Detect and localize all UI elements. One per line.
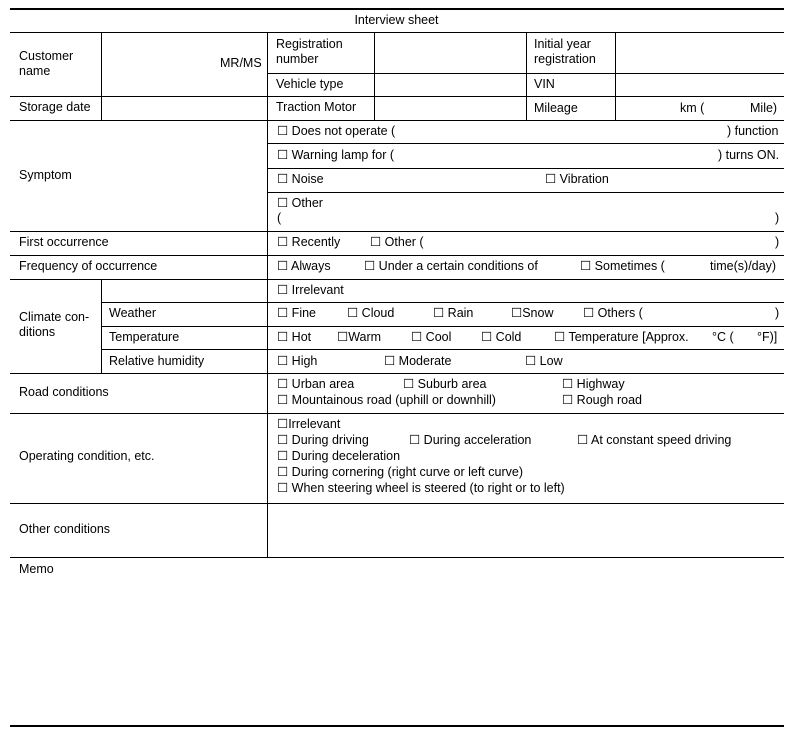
- close-paren: ): [775, 211, 780, 225]
- hot-checkbox[interactable]: ☐ Hot: [277, 330, 312, 344]
- warm-checkbox[interactable]: ☐Warm: [337, 330, 382, 344]
- others-weather-checkbox[interactable]: ☐ Others (: [583, 306, 643, 320]
- temperature-approx-checkbox[interactable]: ☐ Temperature [Approx.: [554, 330, 689, 344]
- divider: [10, 120, 784, 121]
- vehicle-type-label: Vehicle type: [276, 77, 344, 91]
- symptom-label: Symptom: [19, 168, 72, 182]
- mr-ms-label: MR/MS: [220, 56, 262, 70]
- under-conditions-checkbox[interactable]: ☐ Under a certain conditions of: [364, 259, 538, 273]
- customer-name-label: Customer name: [19, 49, 74, 78]
- divider: [267, 192, 784, 193]
- divider: [101, 302, 784, 303]
- other-occurrence-checkbox[interactable]: ☐ Other (: [370, 235, 424, 249]
- divider: [101, 349, 784, 350]
- divider: [101, 279, 102, 373]
- during-deceleration-checkbox[interactable]: ☐ During deceleration: [277, 449, 401, 463]
- other-symptom-checkbox[interactable]: ☐ Other: [277, 196, 323, 210]
- cloud-checkbox[interactable]: ☐ Cloud: [347, 306, 395, 320]
- urban-checkbox[interactable]: ☐ Urban area: [277, 377, 355, 391]
- mileage-label: Mileage: [534, 101, 578, 115]
- divider: [101, 32, 102, 120]
- divider: [10, 503, 784, 504]
- divider: [10, 373, 784, 374]
- divider: [267, 168, 784, 169]
- divider: [10, 279, 784, 280]
- recently-checkbox[interactable]: ☐ Recently: [277, 235, 341, 249]
- during-driving-checkbox[interactable]: ☐ During driving: [277, 433, 369, 447]
- km-label: km (: [680, 101, 705, 115]
- open-paren: (: [277, 211, 282, 225]
- warning-lamp-checkbox[interactable]: ☐ Warning lamp for (: [277, 148, 395, 162]
- divider: [10, 96, 784, 97]
- initial-year-label: Initial year registration: [534, 37, 596, 66]
- vibration-checkbox[interactable]: ☐ Vibration: [545, 172, 609, 186]
- during-acceleration-checkbox[interactable]: ☐ During acceleration: [409, 433, 532, 447]
- page-title: Interview sheet: [354, 13, 439, 27]
- moderate-checkbox[interactable]: ☐ Moderate: [384, 354, 452, 368]
- divider: [267, 73, 784, 74]
- frequency-label: Frequency of occurrence: [19, 259, 158, 273]
- noise-checkbox[interactable]: ☐ Noise: [277, 172, 324, 186]
- vin-label: VIN: [534, 77, 555, 91]
- climate-label: Climate con- ditions: [19, 310, 90, 339]
- low-checkbox[interactable]: ☐ Low: [525, 354, 563, 368]
- temperature-label: Temperature: [109, 330, 180, 344]
- divider: [10, 32, 784, 33]
- humidity-label: Relative humidity: [109, 354, 205, 368]
- during-cornering-checkbox[interactable]: ☐ During cornering (right curve or left …: [277, 465, 524, 479]
- irrelevant-operating-checkbox[interactable]: ☐Irrelevant: [277, 417, 341, 431]
- weather-label: Weather: [109, 306, 157, 320]
- divider: [267, 32, 268, 557]
- always-checkbox[interactable]: ☐ Always: [277, 259, 331, 273]
- irrelevant-climate-checkbox[interactable]: ☐ Irrelevant: [277, 283, 344, 297]
- sometimes-checkbox[interactable]: ☐ Sometimes (: [580, 259, 665, 273]
- divider: [267, 143, 784, 144]
- steering-checkbox[interactable]: ☐ When steering wheel is steered (to rig…: [277, 481, 565, 495]
- first-occurrence-label: First occurrence: [19, 235, 109, 249]
- rain-checkbox[interactable]: ☐ Rain: [433, 306, 474, 320]
- mountainous-checkbox[interactable]: ☐ Mountainous road (uphill or downhill): [277, 393, 496, 407]
- fine-checkbox[interactable]: ☐ Fine: [277, 306, 316, 320]
- storage-date-label: Storage date: [19, 100, 91, 114]
- registration-number-label: Registration number: [276, 37, 343, 66]
- road-conditions-label: Road conditions: [19, 385, 109, 399]
- bottom-rule: [10, 725, 784, 727]
- celsius-label: °C (: [712, 330, 734, 344]
- cool-checkbox[interactable]: ☐ Cool: [411, 330, 452, 344]
- suburb-checkbox[interactable]: ☐ Suburb area: [403, 377, 487, 391]
- traction-motor-label: Traction Motor: [276, 100, 357, 114]
- close-paren: ): [775, 235, 780, 249]
- constant-speed-checkbox[interactable]: ☐ At constant speed driving: [577, 433, 732, 447]
- turns-on-label: ) turns ON.: [718, 148, 780, 162]
- function-label: ) function: [727, 124, 779, 138]
- operating-condition-label: Operating condition, etc.: [19, 449, 155, 463]
- snow-checkbox[interactable]: ☐Snow: [511, 306, 554, 320]
- times-per-day-label: time(s)/day): [710, 259, 776, 273]
- rough-road-checkbox[interactable]: ☐ Rough road: [562, 393, 643, 407]
- divider: [10, 231, 784, 232]
- divider: [101, 326, 784, 327]
- high-checkbox[interactable]: ☐ High: [277, 354, 318, 368]
- highway-checkbox[interactable]: ☐ Highway: [562, 377, 625, 391]
- divider: [526, 32, 527, 120]
- other-conditions-label: Other conditions: [19, 522, 111, 536]
- divider: [10, 413, 784, 414]
- mile-label: Mile): [750, 101, 778, 115]
- fahrenheit-label: °F)]: [757, 330, 778, 344]
- close-paren: ): [775, 306, 780, 320]
- divider: [615, 32, 616, 120]
- divider: [374, 32, 375, 120]
- cold-checkbox[interactable]: ☐ Cold: [481, 330, 522, 344]
- top-rule: [10, 8, 784, 10]
- divider: [10, 557, 784, 558]
- divider: [10, 255, 784, 256]
- does-not-operate-checkbox[interactable]: ☐ Does not operate (: [277, 124, 396, 138]
- memo-label: Memo: [19, 562, 54, 576]
